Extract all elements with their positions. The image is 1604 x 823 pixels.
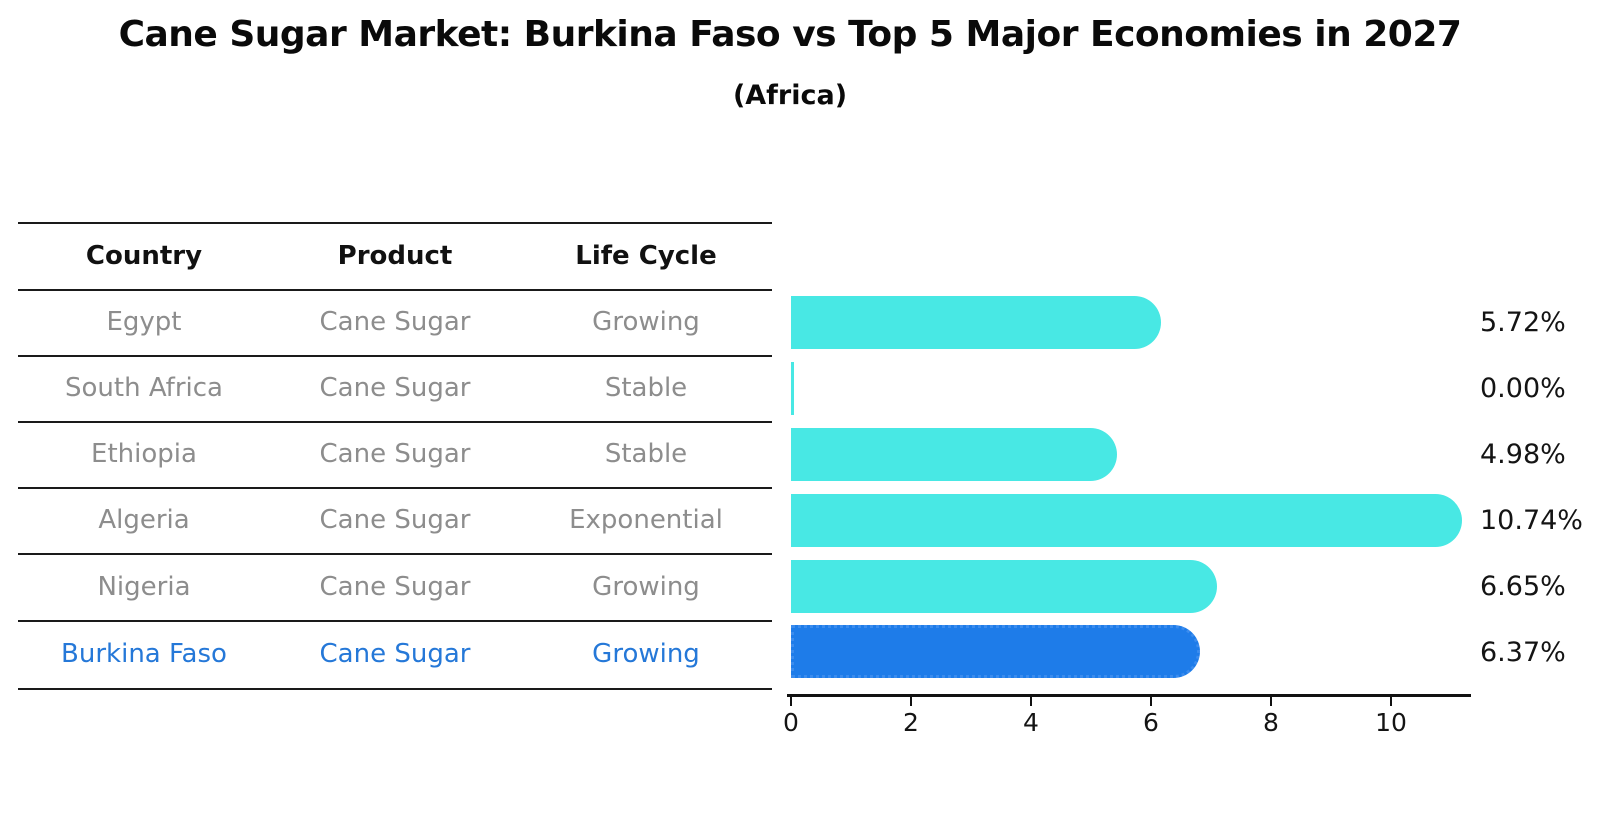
cell-life-cycle: Exponential — [569, 505, 723, 535]
cell-life-cycle: Growing — [592, 639, 700, 669]
cell-country: Burkina Faso — [61, 639, 227, 669]
table-rule — [18, 222, 772, 224]
bar-south-africa — [791, 362, 794, 415]
x-axis-line — [787, 694, 1471, 697]
column-header-product: Product — [337, 240, 453, 271]
bar-algeria — [791, 494, 1462, 547]
bar-ethiopia — [791, 428, 1117, 481]
cell-product: Cane Sugar — [319, 439, 471, 469]
cell-product: Cane Sugar — [319, 571, 471, 602]
table-rule — [18, 553, 772, 555]
table-rule — [18, 620, 772, 622]
bar-egypt — [791, 296, 1161, 349]
cell-country: South Africa — [65, 373, 223, 403]
x-axis-tick — [790, 697, 792, 706]
table-row-highlight: Burkina Faso Cane Sugar Growing — [18, 620, 772, 688]
cell-country: Egypt — [106, 307, 182, 337]
table-rule — [18, 487, 772, 489]
value-label: 6.65% — [1480, 570, 1566, 602]
table-row: Ethiopia Cane Sugar Stable — [18, 421, 772, 487]
value-label: 4.98% — [1480, 438, 1566, 470]
chart-title: Cane Sugar Market: Burkina Faso vs Top 5… — [118, 14, 1462, 55]
x-axis-tick — [1390, 697, 1392, 706]
column-header-country: Country — [85, 240, 203, 271]
table-row: Egypt Cane Sugar Growing — [18, 289, 772, 355]
cell-country: Algeria — [98, 505, 190, 535]
column-header-life-cycle: Life Cycle — [575, 240, 717, 271]
table-rule — [18, 289, 772, 291]
x-tick-label: 2 — [903, 708, 919, 737]
x-axis-tick — [910, 697, 912, 706]
x-tick-label: 6 — [1143, 708, 1159, 737]
cell-life-cycle: Stable — [604, 373, 688, 403]
x-tick-label: 4 — [1023, 708, 1039, 737]
value-label: 5.72% — [1480, 306, 1566, 338]
bar-burkina-faso — [791, 625, 1200, 678]
table-rule — [18, 421, 772, 423]
table-row: Nigeria Cane Sugar Growing — [18, 553, 772, 620]
table-row: South Africa Cane Sugar Stable — [18, 355, 772, 421]
x-tick-label: 0 — [783, 708, 799, 737]
cell-life-cycle: Growing — [592, 307, 700, 337]
chart-subtitle: (Africa) — [732, 80, 848, 111]
x-tick-label: 10 — [1375, 708, 1407, 737]
table-rule — [18, 355, 772, 357]
x-axis-tick — [1030, 697, 1032, 706]
cell-life-cycle: Growing — [592, 571, 700, 602]
x-axis-tick — [1150, 697, 1152, 706]
table-rule — [18, 688, 772, 690]
cell-product: Cane Sugar — [319, 639, 471, 669]
bar-nigeria — [791, 560, 1217, 613]
cell-life-cycle: Stable — [604, 439, 688, 469]
cell-country: Ethiopia — [91, 439, 197, 469]
value-label: 6.37% — [1480, 636, 1566, 668]
x-axis-tick — [1270, 697, 1272, 706]
value-label: 0.00% — [1480, 372, 1566, 404]
cell-product: Cane Sugar — [319, 373, 471, 403]
value-label: 10.74% — [1480, 504, 1583, 536]
cell-product: Cane Sugar — [319, 505, 471, 535]
cell-country: Nigeria — [97, 571, 191, 602]
cell-product: Cane Sugar — [319, 307, 471, 337]
table-row: Algeria Cane Sugar Exponential — [18, 487, 772, 553]
table-header-row: Country Product Life Cycle — [18, 222, 772, 289]
x-tick-label: 8 — [1263, 708, 1279, 737]
